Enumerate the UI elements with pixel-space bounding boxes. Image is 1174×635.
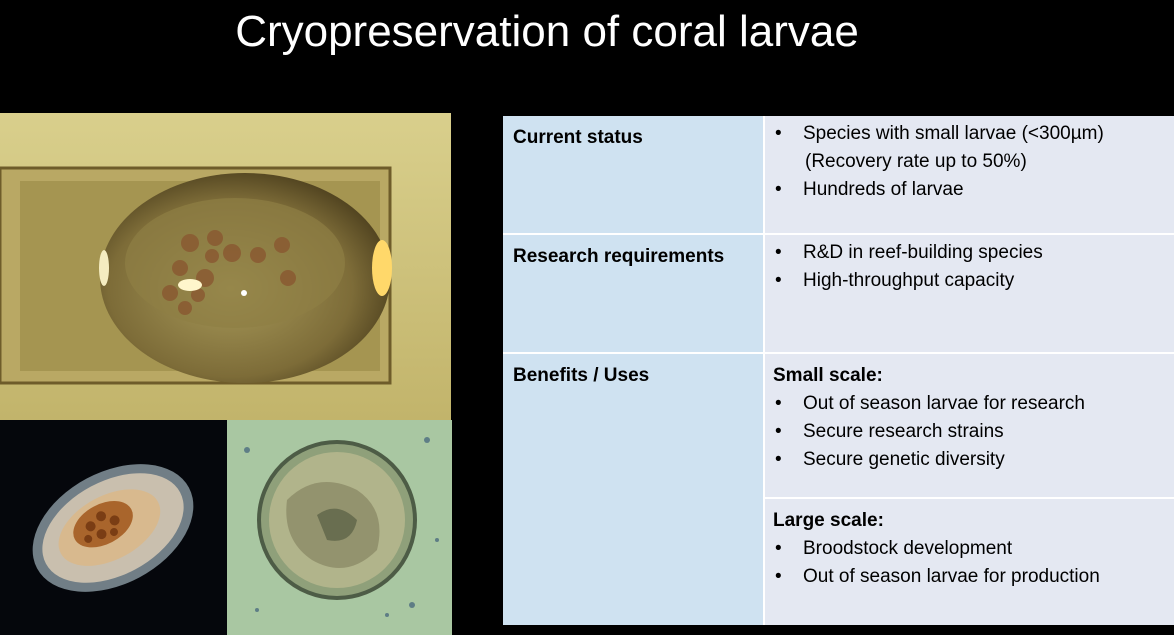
small-scale-content: Small scale: Out of season larvae for re… <box>765 354 1174 497</box>
list-item: High-throughput capacity <box>773 267 1166 295</box>
list-item: R&D in reef-building species <box>773 239 1166 267</box>
slide-title: Cryopreservation of coral larvae <box>235 7 859 56</box>
coral-embryo-photo <box>227 420 452 635</box>
list-item: Species with small larvae (<300µm) <box>773 120 1166 148</box>
current-status-content: Species with small larvae (<300µm) (Reco… <box>765 116 1174 233</box>
list-item-note: (Recovery rate up to 50%) <box>805 151 1027 172</box>
row-label-benefits-uses: Benefits / Uses <box>503 354 763 625</box>
list-item: Secure research strains <box>773 418 1166 446</box>
list-item: Broodstock development <box>773 535 1166 563</box>
small-scale-heading: Small scale: <box>773 365 883 386</box>
research-requirements-content: R&D in reef-building species High-throug… <box>765 235 1174 352</box>
row-label-current-status: Current status <box>503 116 763 233</box>
list-item: Hundreds of larvae <box>773 176 1166 204</box>
coral-larva-photo <box>0 420 227 635</box>
list-item: Out of season larvae for research <box>773 390 1166 418</box>
row-label-research-requirements: Research requirements <box>503 235 763 352</box>
large-scale-heading: Large scale: <box>773 510 884 531</box>
list-item: Secure genetic diversity <box>773 446 1166 474</box>
large-scale-content: Large scale: Broodstock development Out … <box>765 499 1174 625</box>
list-item: Out of season larvae for production <box>773 563 1166 591</box>
vial-larvae-photo <box>0 113 451 420</box>
larvae-info-table: Current status Species with small larvae… <box>503 116 1174 625</box>
